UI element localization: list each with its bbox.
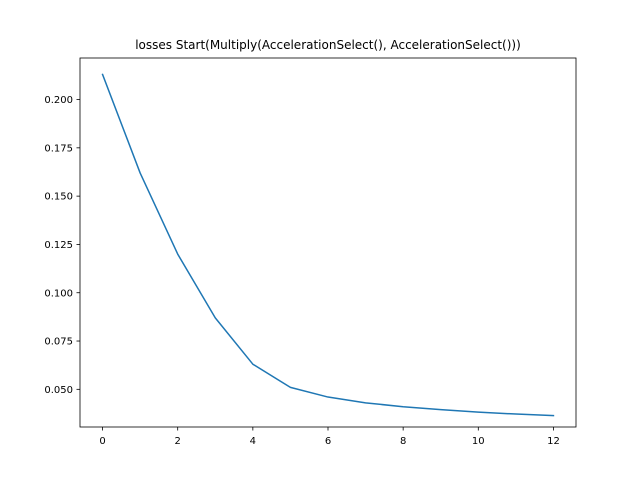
plot-frame (79, 57, 577, 428)
x-axis: 0 2 4 6 8 10 12 (99, 427, 560, 447)
x-tick-label: 4 (250, 436, 256, 447)
series-line-0 (101, 73, 555, 417)
y-tick-label: 0.075 (44, 337, 73, 348)
x-tick-label: 2 (175, 436, 181, 447)
x-tick-label: 8 (400, 436, 406, 447)
plot-area (101, 73, 555, 417)
y-tick-label: 0.150 (44, 192, 73, 203)
y-axis: 0.050 0.075 0.100 0.125 0.150 0.175 0.200 (44, 95, 80, 396)
x-tick-label: 0 (99, 436, 105, 447)
x-tick-label: 10 (472, 436, 485, 447)
y-tick-label: 0.050 (44, 385, 73, 396)
y-tick-label: 0.125 (44, 240, 73, 251)
y-tick-label: 0.175 (44, 143, 73, 154)
y-tick-label: 0.200 (44, 95, 73, 106)
x-tick-label: 6 (325, 436, 331, 447)
y-tick-label: 0.100 (44, 288, 73, 299)
x-tick-label: 12 (547, 436, 560, 447)
chart-title: losses Start(Multiply(AccelerationSelect… (135, 38, 521, 52)
